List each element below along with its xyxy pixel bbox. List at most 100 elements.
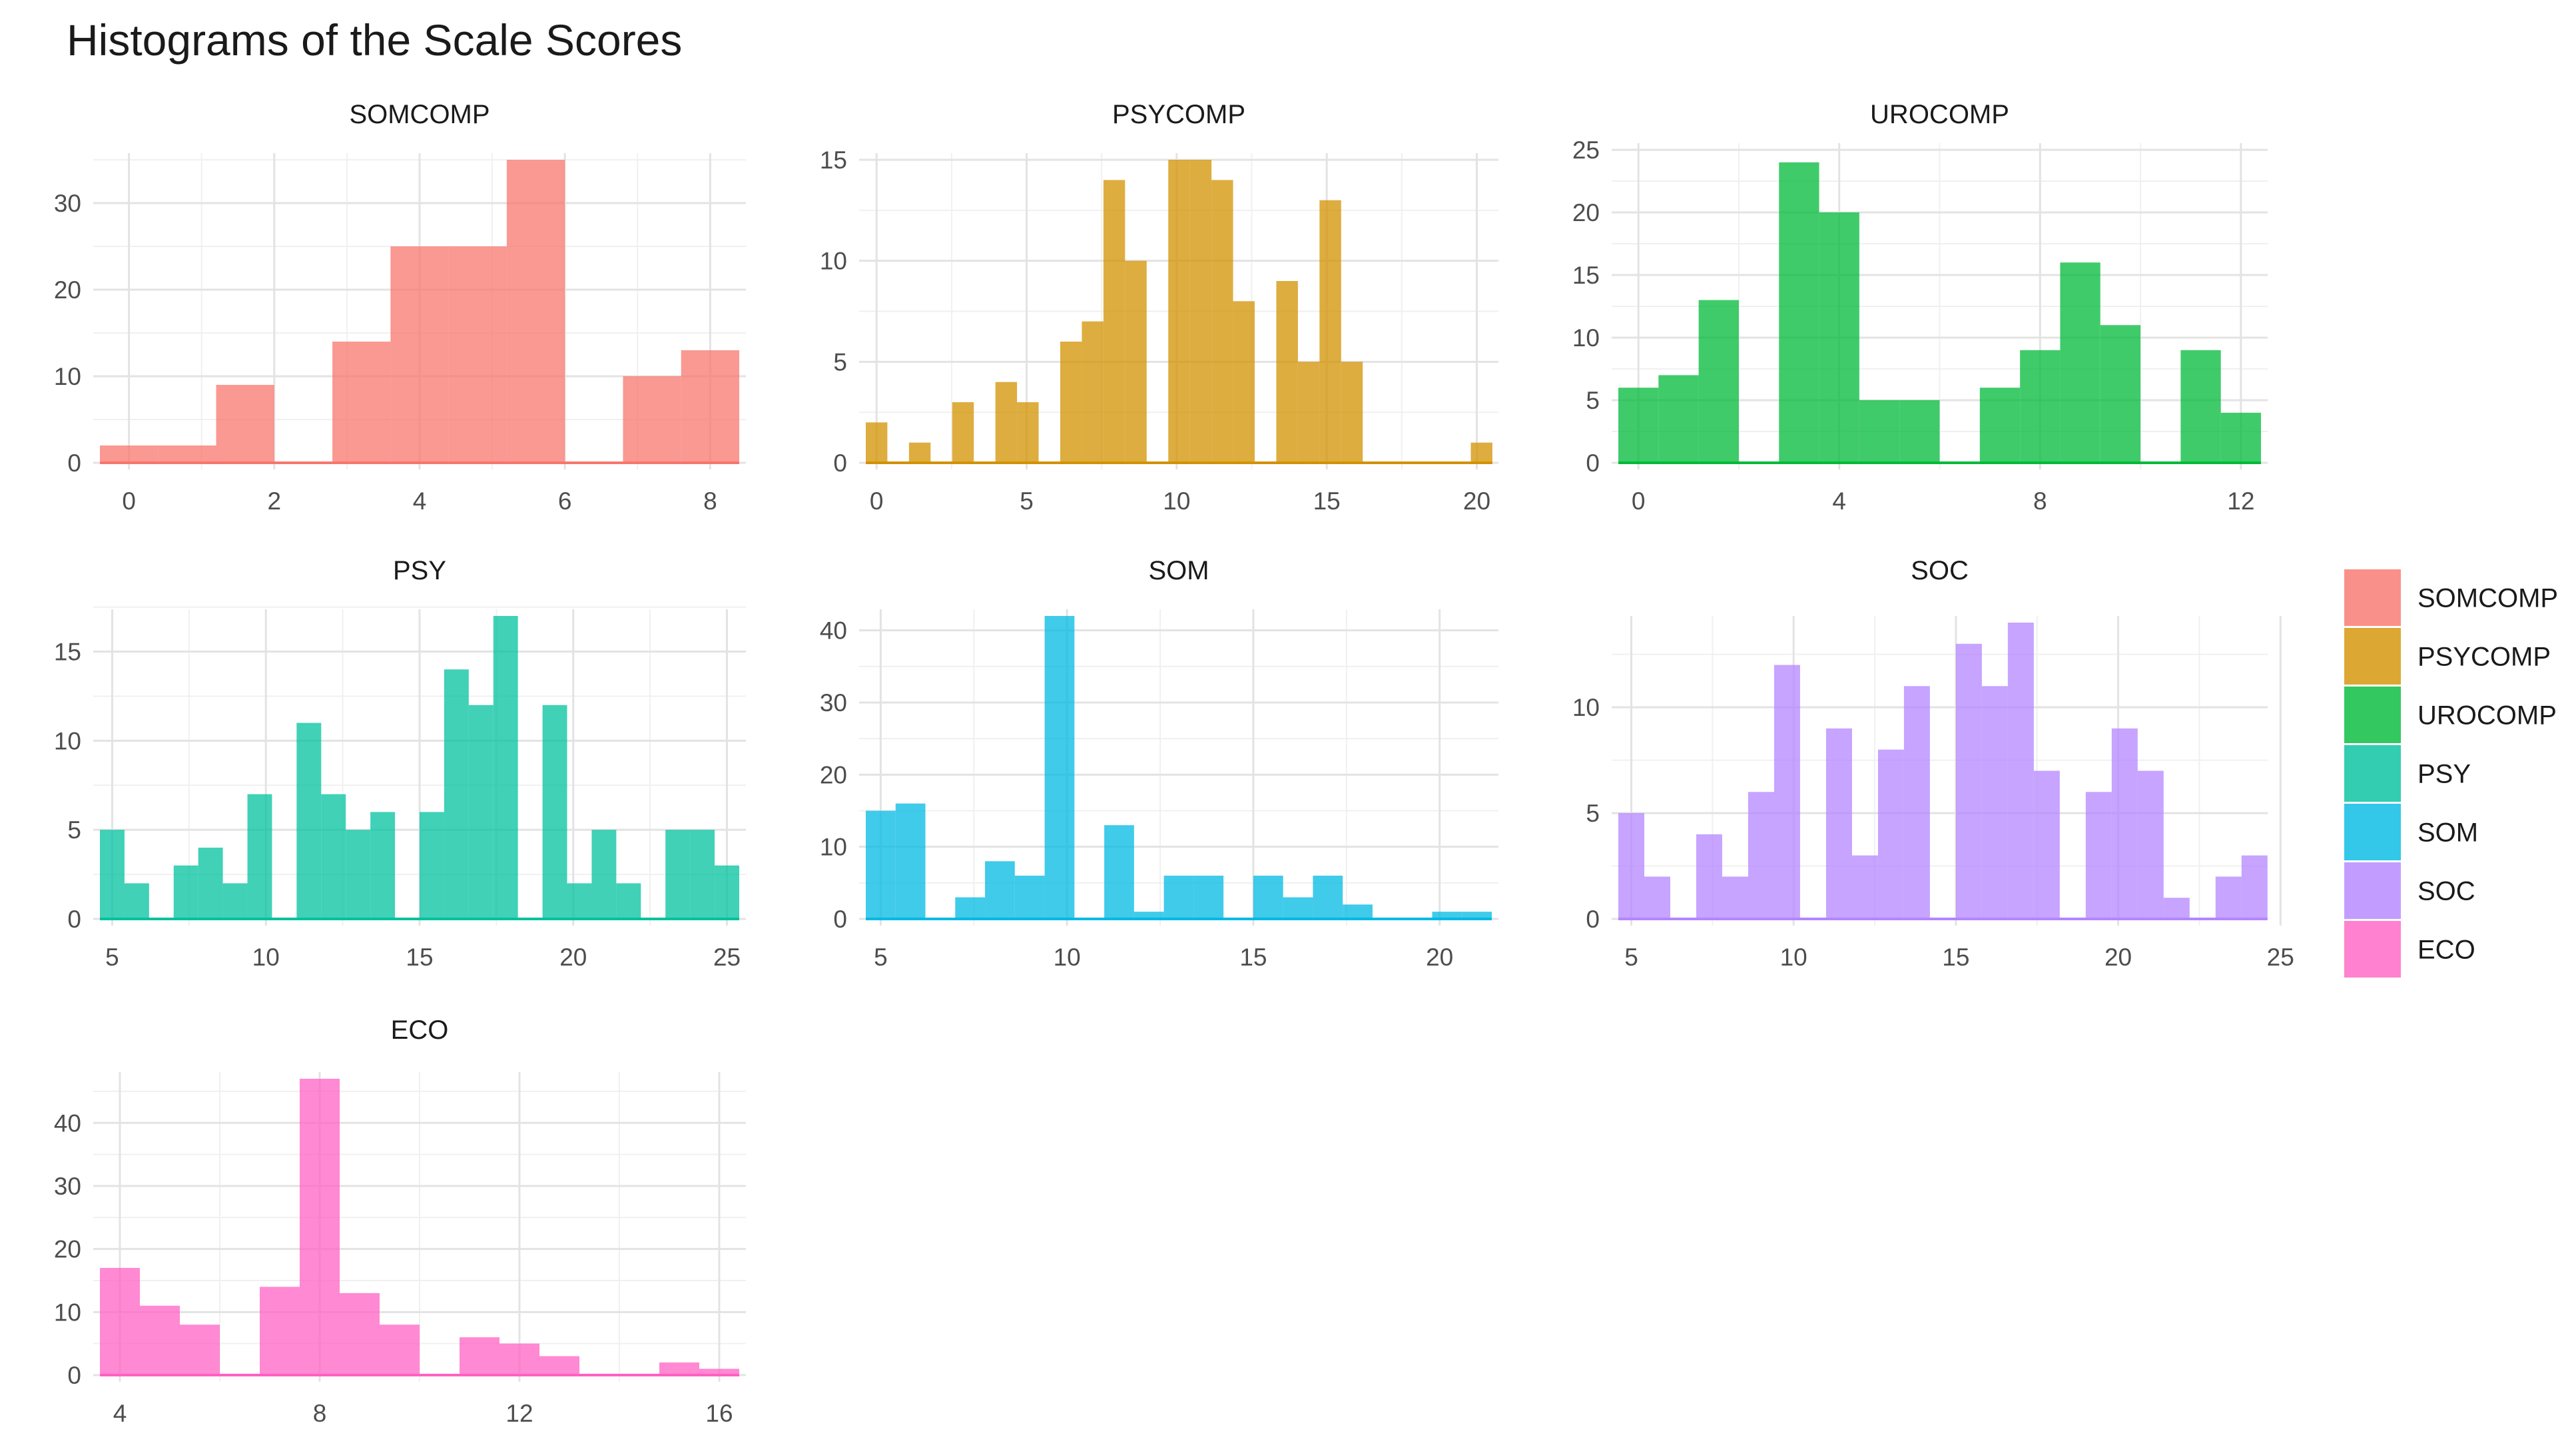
histogram-bar bbox=[1319, 200, 1341, 463]
panel-somcomp: 0 2 4 6 8 0 10 20 30 SOMCOMP bbox=[54, 100, 746, 515]
histogram-bar bbox=[1819, 212, 1859, 463]
y-tick-label: 0 bbox=[67, 906, 81, 933]
y-tick-label: 15 bbox=[1572, 262, 1600, 289]
histogram-bar bbox=[1082, 321, 1104, 463]
histogram-bar bbox=[985, 861, 1015, 919]
histogram-bar bbox=[2060, 262, 2100, 463]
histogram-bar bbox=[2020, 350, 2061, 463]
histogram-bar bbox=[1341, 362, 1363, 463]
y-tick-label: 10 bbox=[54, 727, 81, 754]
x-tick-label: 15 bbox=[1239, 944, 1267, 971]
x-tick-label: 20 bbox=[1426, 944, 1453, 971]
histogram-bar bbox=[616, 883, 641, 919]
histogram-bar bbox=[216, 385, 274, 463]
panel-psycomp: 0 5 10 15 20 0 5 10 15 PSYCOMP bbox=[820, 100, 1498, 515]
histogram-bar bbox=[1168, 160, 1190, 463]
histogram-bar bbox=[1462, 912, 1492, 919]
panel-title: PSY bbox=[393, 556, 446, 585]
histogram-bar bbox=[1104, 825, 1134, 919]
x-tick-label: 15 bbox=[406, 944, 433, 971]
histogram-bar bbox=[623, 376, 681, 463]
legend-label: SOM bbox=[2417, 818, 2478, 848]
x-tick-label: 4 bbox=[413, 487, 427, 515]
x-tick-label: 15 bbox=[1313, 487, 1341, 515]
y-tick-label: 5 bbox=[1586, 387, 1600, 414]
histogram-bar bbox=[499, 1343, 539, 1375]
x-tick-label: 5 bbox=[874, 944, 888, 971]
histogram-bar bbox=[420, 812, 444, 919]
x-tick-label: 4 bbox=[1832, 487, 1846, 515]
panel-title: ECO bbox=[391, 1015, 449, 1045]
x-tick-label: 20 bbox=[2104, 944, 2132, 971]
legend-key bbox=[2344, 804, 2401, 860]
x-tick-label: 10 bbox=[252, 944, 280, 971]
histogram-bar bbox=[591, 830, 617, 919]
y-tick-label: 10 bbox=[1572, 694, 1600, 721]
legend-item-somcomp: SOMCOMP bbox=[2344, 569, 2558, 626]
x-tick-label: 6 bbox=[558, 487, 572, 515]
panel-eco: 4 8 12 16 0 10 20 30 40 ECO bbox=[54, 1015, 746, 1427]
histogram-bar bbox=[2137, 770, 2164, 919]
y-tick-label: 40 bbox=[54, 1109, 81, 1137]
x-tick-label: 2 bbox=[268, 487, 282, 515]
histogram-bar bbox=[866, 810, 896, 919]
histogram-bar bbox=[1313, 876, 1343, 919]
histogram-bar bbox=[1193, 876, 1224, 919]
histogram-bar bbox=[1722, 876, 1748, 919]
histogram-bar bbox=[1698, 300, 1739, 463]
y-tick-label: 10 bbox=[54, 363, 81, 390]
histogram-bar bbox=[2180, 350, 2221, 463]
legend-item-eco: ECO bbox=[2344, 921, 2475, 978]
histogram-bar bbox=[866, 422, 888, 463]
panel-title: PSYCOMP bbox=[1112, 100, 1245, 129]
legend-label: UROCOMP bbox=[2417, 701, 2557, 730]
histogram-bar bbox=[1343, 904, 1373, 919]
histogram-bar bbox=[895, 803, 926, 919]
histogram-bar bbox=[2220, 412, 2261, 463]
x-tick-label: 5 bbox=[1020, 487, 1034, 515]
histogram-bar bbox=[952, 402, 974, 463]
histogram-bar bbox=[1014, 876, 1045, 919]
histogram-bar bbox=[1432, 912, 1462, 919]
legend-key bbox=[2344, 569, 2401, 626]
y-tick-label: 20 bbox=[54, 1236, 81, 1263]
y-tick-label: 20 bbox=[1572, 199, 1600, 226]
y-tick-label: 0 bbox=[833, 449, 847, 477]
legend: SOMCOMP PSYCOMP UROCOMP PSY SOM SOC ECO bbox=[2344, 569, 2558, 978]
histogram-bar bbox=[1103, 180, 1126, 463]
histogram-bar bbox=[1658, 375, 1699, 463]
y-tick-label: 5 bbox=[67, 816, 81, 844]
histogram-bar bbox=[1981, 686, 2008, 919]
histogram-bar bbox=[247, 794, 272, 919]
histogram-bar bbox=[198, 847, 223, 919]
histogram-bar bbox=[1276, 281, 1298, 463]
x-tick-label: 0 bbox=[870, 487, 884, 515]
y-tick-label: 15 bbox=[54, 639, 81, 666]
y-tick-label: 5 bbox=[1586, 800, 1600, 827]
histogram-bar bbox=[140, 1305, 180, 1375]
y-tick-label: 25 bbox=[1572, 137, 1600, 164]
panel-title: UROCOMP bbox=[1870, 100, 2009, 129]
histogram-bar bbox=[955, 897, 986, 919]
histogram-bar bbox=[659, 1362, 699, 1375]
y-tick-label: 0 bbox=[833, 906, 847, 933]
histogram-bar bbox=[1779, 162, 1819, 463]
x-tick-label: 8 bbox=[2033, 487, 2047, 515]
y-tick-label: 10 bbox=[54, 1299, 81, 1326]
histogram-bar bbox=[2100, 325, 2141, 463]
histogram-bar bbox=[539, 1356, 579, 1375]
histogram-bar bbox=[2033, 770, 2060, 919]
legend-key bbox=[2344, 921, 2401, 978]
histogram-bar bbox=[2085, 792, 2112, 919]
histogram-bar bbox=[448, 246, 507, 463]
y-tick-label: 0 bbox=[67, 1362, 81, 1389]
histogram-bar bbox=[1125, 260, 1147, 463]
histogram-bar bbox=[346, 830, 371, 919]
y-tick-label: 30 bbox=[54, 1173, 81, 1200]
legend-item-som: SOM bbox=[2344, 804, 2478, 860]
histogram-bar bbox=[1618, 388, 1659, 463]
histogram-bar bbox=[460, 1337, 499, 1375]
y-tick-label: 10 bbox=[820, 248, 847, 275]
